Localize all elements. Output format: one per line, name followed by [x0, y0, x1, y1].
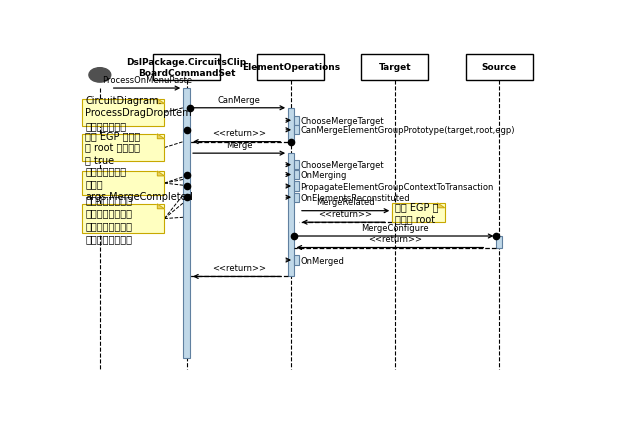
- Text: MergeConfigure: MergeConfigure: [361, 223, 429, 232]
- Bar: [183, 89, 190, 358]
- Text: ChooseMergeTarget: ChooseMergeTarget: [300, 116, 384, 126]
- Text: CanMergeElementGroupPrototype(target,root,egp): CanMergeElementGroupPrototype(target,roo…: [300, 126, 515, 135]
- Text: OnMerged: OnMerged: [300, 256, 344, 265]
- Text: ElementOperations: ElementOperations: [242, 63, 340, 72]
- Text: 若要停止處理，
請設定
args.MergeCompleted: 若要停止處理， 請設定 args.MergeCompleted: [86, 166, 193, 201]
- Bar: [497, 236, 502, 248]
- Text: 針對 EGP 中
的每個 root: 針對 EGP 中 的每個 root: [396, 202, 439, 225]
- Bar: [294, 193, 299, 202]
- Bar: [362, 55, 428, 81]
- Text: Source: Source: [481, 63, 516, 72]
- Bar: [466, 55, 532, 81]
- Polygon shape: [157, 204, 164, 209]
- Bar: [294, 161, 299, 170]
- Bar: [294, 170, 299, 180]
- Text: CircuitDiagram.
ProcessDragDropItem
也有相同的作用: CircuitDiagram. ProcessDragDropItem 也有相同…: [86, 95, 192, 131]
- Text: <<return>>: <<return>>: [319, 210, 372, 219]
- Bar: [294, 256, 299, 265]
- Text: <<return>>: <<return>>: [368, 235, 422, 244]
- Bar: [153, 55, 220, 81]
- Text: 針對 EGP 中的每
個 root 都必須傳
回 true: 針對 EGP 中的每 個 root 都必須傳 回 true: [86, 130, 141, 166]
- Polygon shape: [157, 135, 164, 139]
- Text: <<return>>: <<return>>: [212, 129, 266, 138]
- Text: ProcessOnMenuPaste: ProcessOnMenuPaste: [102, 75, 192, 85]
- Text: MergeRelated: MergeRelated: [316, 198, 375, 207]
- Bar: [83, 135, 164, 161]
- Polygon shape: [157, 100, 164, 104]
- Text: <<return>>: <<return>>: [212, 264, 266, 273]
- Bar: [294, 182, 299, 191]
- Bar: [294, 126, 299, 135]
- Bar: [83, 204, 164, 233]
- Text: ChooseMergeTarget: ChooseMergeTarget: [300, 161, 384, 170]
- Bar: [288, 109, 294, 142]
- Text: 會儲存項目群組，
如此當圖形設定完
成時，修復規則就
可以使用項目群組: 會儲存項目群組， 如此當圖形設定完 成時，修復規則就 可以使用項目群組: [86, 195, 132, 243]
- Text: PropagateElementGroupContextToTransaction: PropagateElementGroupContextToTransactio…: [300, 182, 494, 191]
- Text: OnMerging: OnMerging: [300, 171, 347, 180]
- Polygon shape: [157, 172, 164, 176]
- Text: DslPackage.CircuitsClip
BoardCommandSet: DslPackage.CircuitsClip BoardCommandSet: [127, 58, 246, 78]
- Text: Merge: Merge: [226, 141, 252, 150]
- Text: OnElementsReconstituted: OnElementsReconstituted: [300, 193, 410, 202]
- Bar: [288, 154, 294, 277]
- Text: CanMerge: CanMerge: [218, 95, 260, 104]
- Bar: [257, 55, 324, 81]
- Text: Target: Target: [379, 63, 412, 72]
- Bar: [83, 100, 164, 127]
- Bar: [83, 172, 164, 196]
- Bar: [392, 211, 397, 223]
- Circle shape: [89, 69, 111, 83]
- Bar: [392, 204, 445, 223]
- Polygon shape: [438, 204, 445, 208]
- Bar: [294, 116, 299, 126]
